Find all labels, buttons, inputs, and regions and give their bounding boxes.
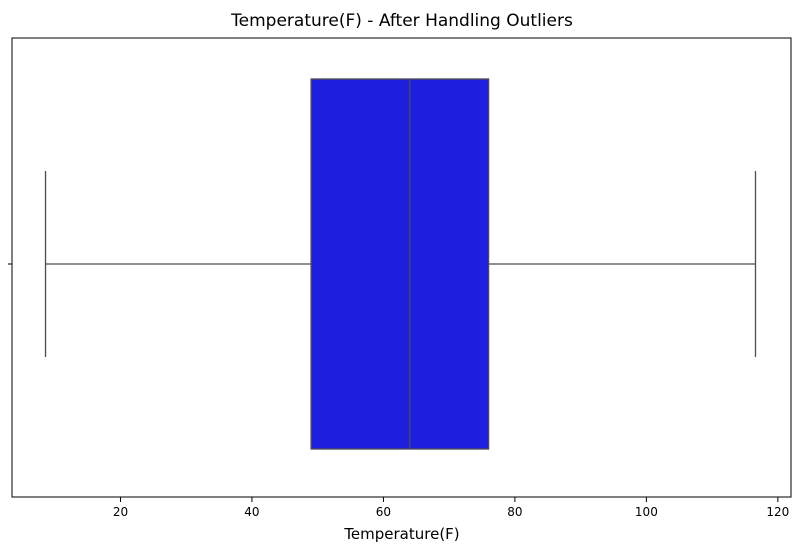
x-tick-label-60: 60 bbox=[376, 505, 391, 519]
plot-area: 20 40 60 80 100 120 bbox=[8, 37, 792, 519]
x-tick-label-100: 100 bbox=[635, 505, 658, 519]
x-tick-label-40: 40 bbox=[244, 505, 259, 519]
x-tick-label-80: 80 bbox=[507, 505, 522, 519]
axes-frame bbox=[11, 37, 792, 498]
box-iqr bbox=[310, 78, 490, 450]
x-tick-label-20: 20 bbox=[113, 505, 128, 519]
chart-title: Temperature(F) - After Handling Outliers bbox=[230, 11, 573, 31]
x-tick-label-120: 120 bbox=[766, 505, 789, 519]
x-axis-label: Temperature(F) bbox=[343, 525, 459, 543]
